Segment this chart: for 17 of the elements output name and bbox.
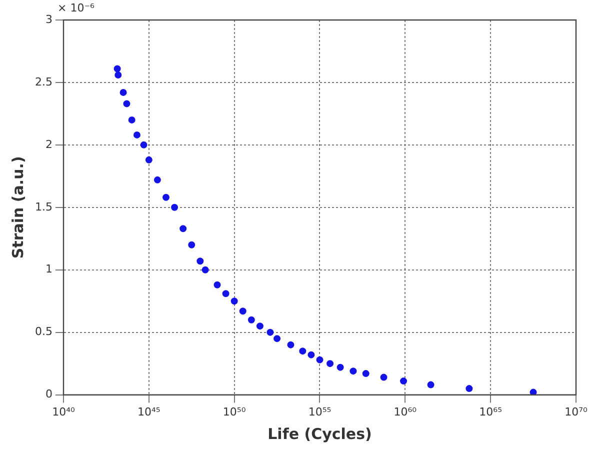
y-tick-label: 0: [45, 388, 52, 401]
x-tick-label: 10⁴⁵: [137, 405, 160, 418]
y-tick-label: 1.5: [34, 200, 52, 214]
y-tick-label: 2.5: [34, 75, 52, 88]
y-tick-label: 1: [45, 262, 52, 276]
x-tick-label: 10⁵⁵: [308, 405, 332, 418]
x-tick-label: 10⁴⁰: [52, 405, 76, 418]
x-tick-label: 10⁶⁰: [394, 405, 418, 418]
x-axis-title: Life (Cycles): [268, 424, 372, 443]
x-tick-label: 10⁶⁵: [479, 405, 502, 418]
y-axis-title: Strain (a.u.): [8, 156, 27, 259]
y-tick-label: 0.5: [34, 325, 52, 338]
x-tick-label: 10⁷⁰: [564, 405, 588, 418]
y-tick-label: 2: [45, 138, 52, 151]
text: × 10⁻⁶: [57, 1, 96, 14]
x-tick-label: 10⁵⁰: [222, 405, 246, 418]
y-tick-label: 3: [45, 12, 52, 26]
